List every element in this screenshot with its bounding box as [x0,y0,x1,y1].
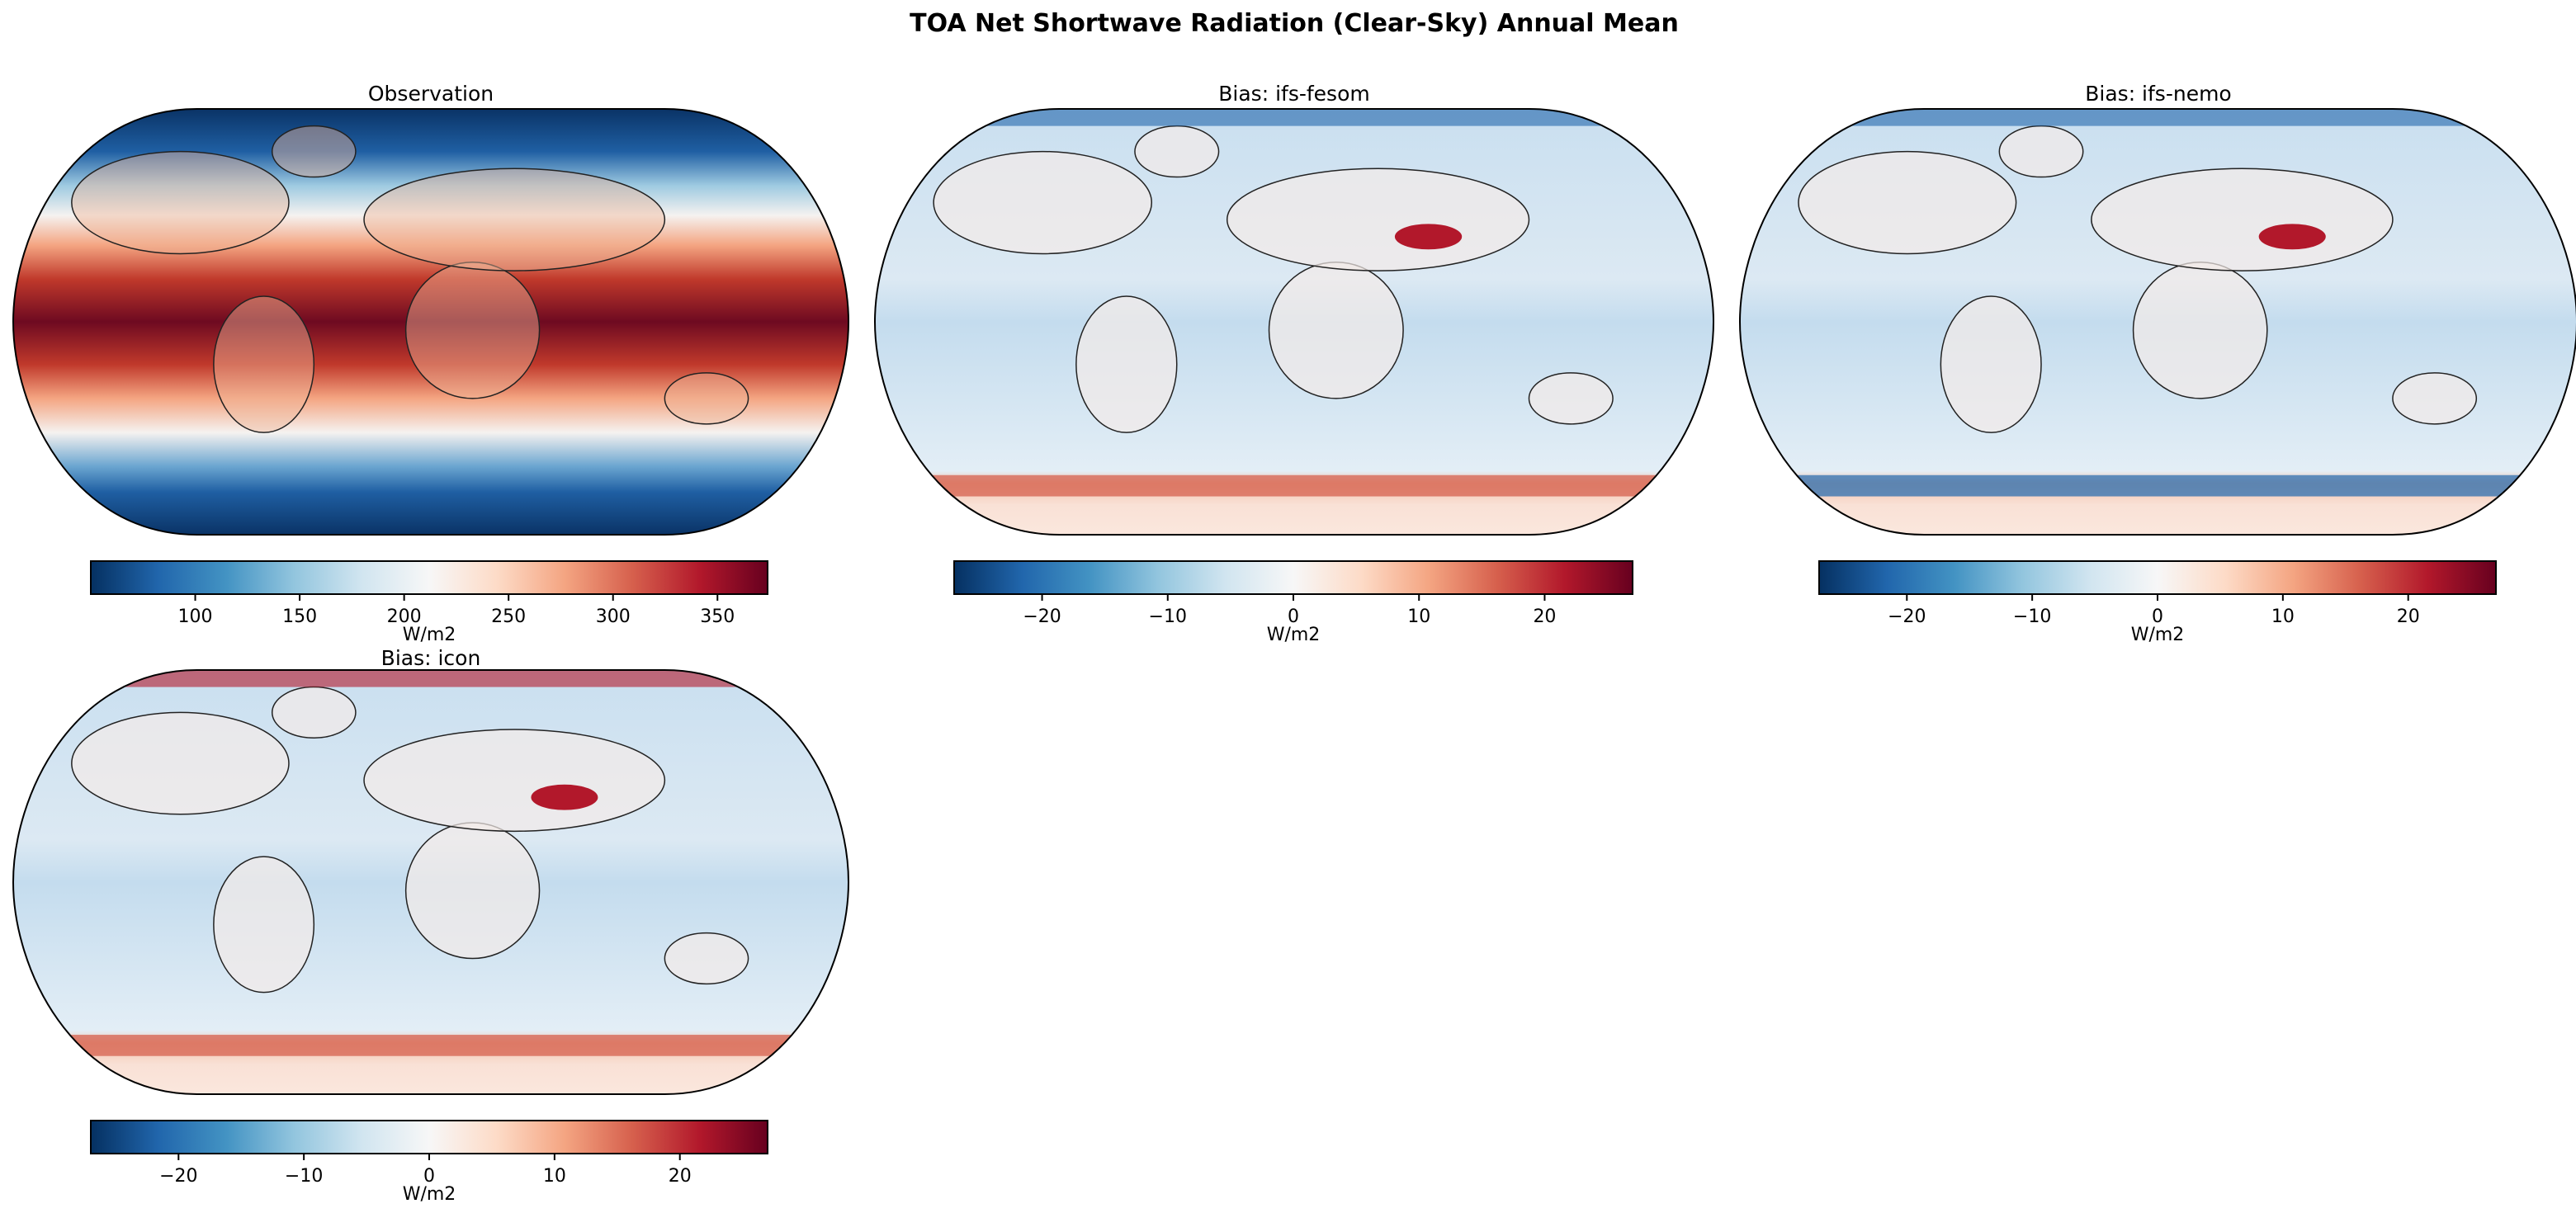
panel-4: Bias: icon −20 −10 0 10 20 W/m2 [12,646,850,1205]
landmass [664,372,749,425]
antarctic-bias [1740,474,2576,497]
colorbar-label: W/m2 [1267,625,1321,645]
panel-1: Observation 100 150 200 250 300 350 W/m2 [12,82,850,645]
landmass [2132,262,2268,399]
landmass [1940,295,2042,433]
landmass [404,822,541,960]
landmass [933,150,1153,255]
colorbar-tick-label: 0 [2152,606,2163,627]
colorbar [90,560,768,595]
colorbar-tick-label: −20 [1888,606,1926,627]
panel-2: Bias: ifs-fesom −20 −10 0 10 20 W/m2 [873,82,1715,645]
colorbar-tick-label: 10 [543,1166,566,1187]
colorbar-label: W/m2 [2131,625,2185,645]
map-outline [12,669,850,1095]
landmass [1075,295,1178,433]
antarctic-bias [875,474,1713,497]
colorbar-tick-label: 10 [2271,606,2295,627]
landmass [664,932,749,985]
landmass [213,856,315,994]
arctic-bias [13,670,848,687]
colorbar-tick-label: 0 [1288,606,1299,627]
colorbar-tick-label: −10 [2013,606,2051,627]
landmass [404,262,541,399]
map-field [875,109,1713,535]
colorbar-tick-label: 150 [282,606,317,627]
landmass [363,729,666,833]
colorbar-tick-label: 300 [596,606,631,627]
colorbar-label: W/m2 [403,625,456,645]
landmass [1998,125,2084,178]
landmass [1226,168,1530,271]
arctic-bias [1740,109,2576,126]
landmass [1528,372,1614,425]
colorbar [1818,560,2497,595]
landmass [1134,125,1220,178]
tibet-bias [531,784,598,810]
colorbar-tick-label: 200 [387,606,422,627]
map-field [1740,109,2576,535]
colorbar [953,560,1633,595]
colorbar-tick-label: 250 [491,606,526,627]
panel-title: Bias: icon [381,646,481,670]
map-background [13,109,848,535]
colorbar-tick-label: 350 [700,606,735,627]
colorbar-tick-label: 100 [178,606,213,627]
panel-title: Bias: ifs-nemo [2085,82,2231,106]
landmass [1798,150,2017,255]
panel-3: Bias: ifs-nemo −20 −10 0 10 20 W/m2 [1738,82,2576,645]
panel-title: Bias: ifs-fesom [1218,82,1369,106]
antarctic-bias [13,1035,848,1056]
colorbar [90,1120,768,1154]
landmass [71,711,290,815]
panel-title: Observation [368,82,494,106]
colorbar-tick-label: −20 [159,1166,197,1187]
arctic-bias [875,109,1713,126]
colorbar-tick-label: −20 [1023,606,1061,627]
colorbar-tick-label: 20 [2397,606,2420,627]
landmass [2392,372,2478,425]
colorbar-tick-label: 10 [1407,606,1430,627]
landmass [1268,262,1404,399]
map-outline [873,108,1715,536]
colorbar-tick-label: 20 [1533,606,1556,627]
colorbar-label: W/m2 [403,1184,456,1205]
map-field [13,670,848,1094]
map-outline [12,108,850,536]
map-outline [1738,108,2576,536]
colorbar-tick-label: 0 [423,1166,435,1187]
figure-title: TOA Net Shortwave Radiation (Clear-Sky) … [910,9,1679,38]
colorbar-tick-label: 20 [669,1166,692,1187]
map-field [13,109,848,535]
colorbar-tick-label: −10 [285,1166,323,1187]
tibet-bias [1394,224,1463,250]
colorbar-tick-label: −10 [1149,606,1187,627]
landmass [271,125,357,178]
landmass [2091,168,2394,271]
landmass [363,168,666,271]
landmass [71,150,290,255]
tibet-bias [2258,224,2326,250]
landmass [213,295,315,433]
landmass [271,686,357,739]
